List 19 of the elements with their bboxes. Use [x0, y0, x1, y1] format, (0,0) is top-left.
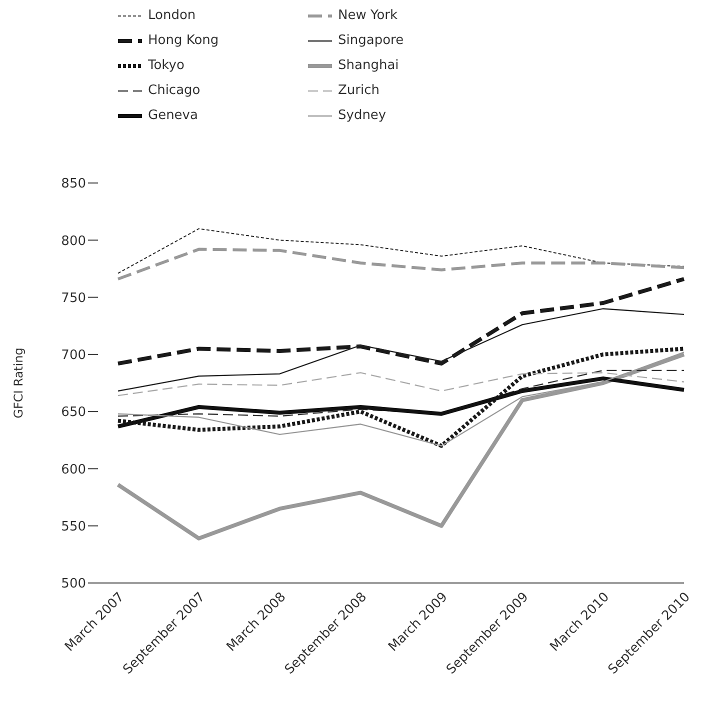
y-tick-label: 600 — [61, 462, 86, 478]
legend-label: Singapore — [338, 33, 404, 48]
legend-label: Hong Kong — [148, 33, 219, 48]
y-tick-label: 550 — [61, 519, 86, 534]
y-tick-label: 850 — [61, 176, 86, 192]
legend-label: New York — [338, 8, 398, 23]
legend-label: London — [148, 8, 196, 23]
y-tick-label: 750 — [61, 290, 86, 306]
legend-label: Chicago — [148, 83, 200, 98]
y-tick-label: 800 — [61, 234, 86, 249]
legend-label: Geneva — [148, 108, 198, 123]
legend-label: Shanghai — [338, 58, 399, 73]
legend-label: Zurich — [338, 83, 380, 98]
y-tick-label: 700 — [61, 348, 86, 364]
y-tick-label: 650 — [61, 405, 86, 420]
legend-label: Sydney — [338, 108, 386, 123]
y-axis-title: GFCI Rating — [11, 348, 26, 418]
legend-label: Tokyo — [148, 58, 184, 73]
y-tick-label: 500 — [61, 576, 86, 592]
